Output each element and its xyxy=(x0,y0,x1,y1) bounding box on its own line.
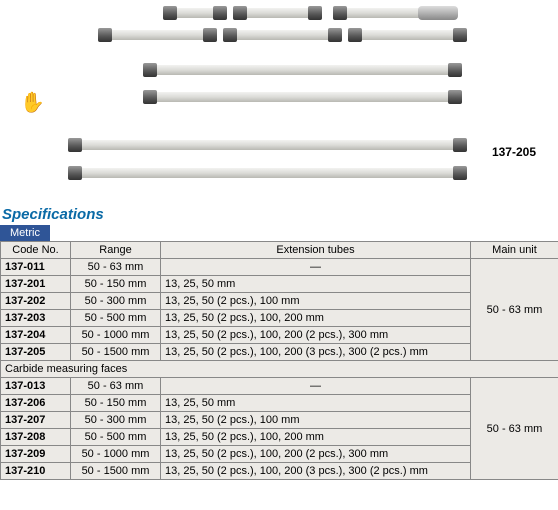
cell-main-unit: 50 - 63 mm xyxy=(471,378,558,480)
cell-extension: 13, 25, 50 (2 pcs.), 100, 200 (3 pcs.), … xyxy=(161,344,471,361)
col-ext: Extension tubes xyxy=(161,242,471,259)
cell-extension: — xyxy=(161,259,471,276)
extension-tube xyxy=(235,30,330,40)
specifications-table: Code No. Range Extension tubes Main unit… xyxy=(0,241,558,480)
subheader-row: Carbide measuring faces xyxy=(1,361,558,378)
cell-extension: 13, 25, 50 (2 pcs.), 100, 200 (2 pcs.), … xyxy=(161,446,471,463)
cell-extension: 13, 25, 50 (2 pcs.), 100, 200 mm xyxy=(161,429,471,446)
section-title: Specifications xyxy=(0,206,558,223)
tube-illustration xyxy=(70,0,460,200)
cell-range: 50 - 1000 mm xyxy=(71,446,161,463)
cell-extension: 13, 25, 50 mm xyxy=(161,276,471,293)
cell-code: 137-205 xyxy=(1,344,71,361)
hand-cursor-icon: ✋ xyxy=(20,90,45,115)
cell-code: 137-013 xyxy=(1,378,71,395)
extension-tube xyxy=(80,168,455,178)
cell-code: 137-203 xyxy=(1,310,71,327)
extension-tube xyxy=(155,92,450,102)
metric-tab: Metric xyxy=(0,225,50,241)
cell-range: 50 - 150 mm xyxy=(71,395,161,412)
cell-range: 50 - 63 mm xyxy=(71,259,161,276)
cell-range: 50 - 500 mm xyxy=(71,310,161,327)
cell-code: 137-201 xyxy=(1,276,71,293)
cell-range: 50 - 63 mm xyxy=(71,378,161,395)
cell-range: 50 - 300 mm xyxy=(71,293,161,310)
cell-range: 50 - 500 mm xyxy=(71,429,161,446)
cell-extension: 13, 25, 50 (2 pcs.), 100, 200 (3 pcs.), … xyxy=(161,463,471,480)
cell-range: 50 - 1000 mm xyxy=(71,327,161,344)
cell-code: 137-210 xyxy=(1,463,71,480)
cell-extension: 13, 25, 50 (2 pcs.), 100 mm xyxy=(161,412,471,429)
cell-extension: 13, 25, 50 (2 pcs.), 100 mm xyxy=(161,293,471,310)
cell-range: 50 - 300 mm xyxy=(71,412,161,429)
cell-code: 137-209 xyxy=(1,446,71,463)
product-image-area: ✋ 137-205 xyxy=(0,0,558,200)
cell-range: 50 - 1500 mm xyxy=(71,463,161,480)
extension-tube xyxy=(110,30,205,40)
extension-tube xyxy=(360,30,455,40)
col-range: Range xyxy=(71,242,161,259)
cell-extension: — xyxy=(161,378,471,395)
table-row: 137-01150 - 63 mm—50 - 63 mm xyxy=(1,259,558,276)
cell-code: 137-207 xyxy=(1,412,71,429)
subheader-label: Carbide measuring faces xyxy=(1,361,558,378)
table-header-row: Code No. Range Extension tubes Main unit xyxy=(1,242,558,259)
image-model-label: 137-205 xyxy=(492,145,536,159)
extension-tube xyxy=(345,8,420,18)
cell-code: 137-011 xyxy=(1,259,71,276)
cell-extension: 13, 25, 50 (2 pcs.), 100, 200 (2 pcs.), … xyxy=(161,327,471,344)
extension-tube xyxy=(245,8,310,18)
cell-main-unit: 50 - 63 mm xyxy=(471,259,558,361)
table-row: 137-01350 - 63 mm—50 - 63 mm xyxy=(1,378,558,395)
cell-code: 137-204 xyxy=(1,327,71,344)
cell-code: 137-202 xyxy=(1,293,71,310)
col-code: Code No. xyxy=(1,242,71,259)
cell-extension: 13, 25, 50 (2 pcs.), 100, 200 mm xyxy=(161,310,471,327)
extension-tube xyxy=(80,140,455,150)
extension-tube xyxy=(155,65,450,75)
cell-code: 137-206 xyxy=(1,395,71,412)
cell-extension: 13, 25, 50 mm xyxy=(161,395,471,412)
cell-range: 50 - 150 mm xyxy=(71,276,161,293)
col-main: Main unit xyxy=(471,242,558,259)
extension-tube xyxy=(175,8,215,18)
cell-code: 137-208 xyxy=(1,429,71,446)
cell-range: 50 - 1500 mm xyxy=(71,344,161,361)
